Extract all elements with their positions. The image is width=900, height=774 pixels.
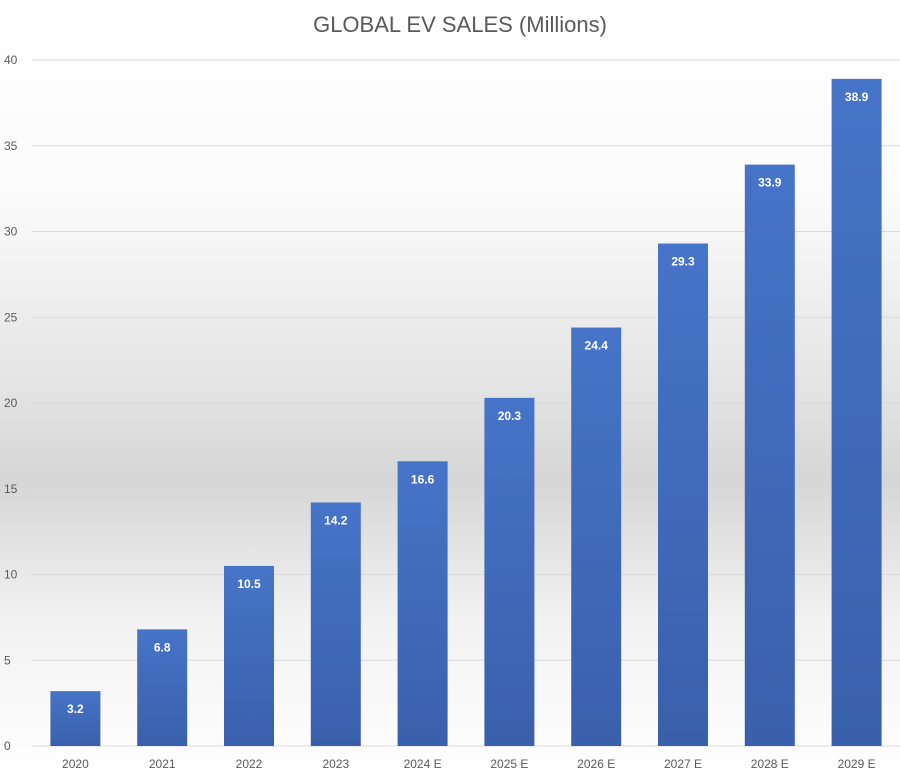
bar-2029-E bbox=[831, 78, 882, 747]
x-tick-label: 2026 E bbox=[577, 757, 615, 771]
data-label: 14.2 bbox=[324, 513, 348, 527]
y-tick-label: 5 bbox=[4, 653, 11, 667]
y-tick-label: 0 bbox=[4, 739, 11, 753]
data-label: 33.9 bbox=[758, 176, 782, 190]
bar-2026-E bbox=[571, 327, 622, 746]
data-label: 3.2 bbox=[67, 702, 84, 716]
bar-2025-E bbox=[484, 397, 535, 746]
data-label: 16.6 bbox=[411, 472, 435, 486]
x-tick-label: 2028 E bbox=[751, 757, 789, 771]
data-label: 6.8 bbox=[154, 640, 171, 654]
bar-2020 bbox=[50, 691, 101, 746]
x-tick-label: 2023 bbox=[322, 757, 349, 771]
data-label: 24.4 bbox=[585, 339, 609, 353]
y-tick-label: 30 bbox=[4, 225, 18, 239]
bar-2028-E bbox=[744, 164, 795, 747]
data-label: 20.3 bbox=[498, 409, 522, 423]
x-tick-label: 2025 E bbox=[490, 757, 528, 771]
y-tick-label: 15 bbox=[4, 482, 18, 496]
y-tick-label: 20 bbox=[4, 396, 18, 410]
bar-2022 bbox=[224, 565, 274, 746]
bar-2021 bbox=[137, 629, 188, 746]
x-tick-label: 2024 E bbox=[404, 757, 442, 771]
x-tick-label: 2022 bbox=[236, 757, 263, 771]
data-label: 38.9 bbox=[845, 90, 869, 104]
y-tick-label: 35 bbox=[4, 139, 18, 153]
y-tick-label: 40 bbox=[4, 53, 18, 67]
x-tick-label: 2020 bbox=[62, 757, 89, 771]
y-tick-label: 10 bbox=[4, 568, 18, 582]
x-tick-label: 2029 E bbox=[838, 757, 876, 771]
data-label: 10.5 bbox=[237, 577, 261, 591]
data-label: 29.3 bbox=[671, 255, 695, 269]
x-tick-label: 2021 bbox=[149, 757, 176, 771]
chart-title: GLOBAL EV SALES (Millions) bbox=[313, 12, 607, 37]
x-tick-label: 2027 E bbox=[664, 757, 702, 771]
bar-2023 bbox=[310, 502, 361, 746]
y-tick-label: 25 bbox=[4, 310, 18, 324]
bar-2027-E bbox=[658, 243, 708, 746]
bar-2024-E bbox=[397, 461, 448, 746]
